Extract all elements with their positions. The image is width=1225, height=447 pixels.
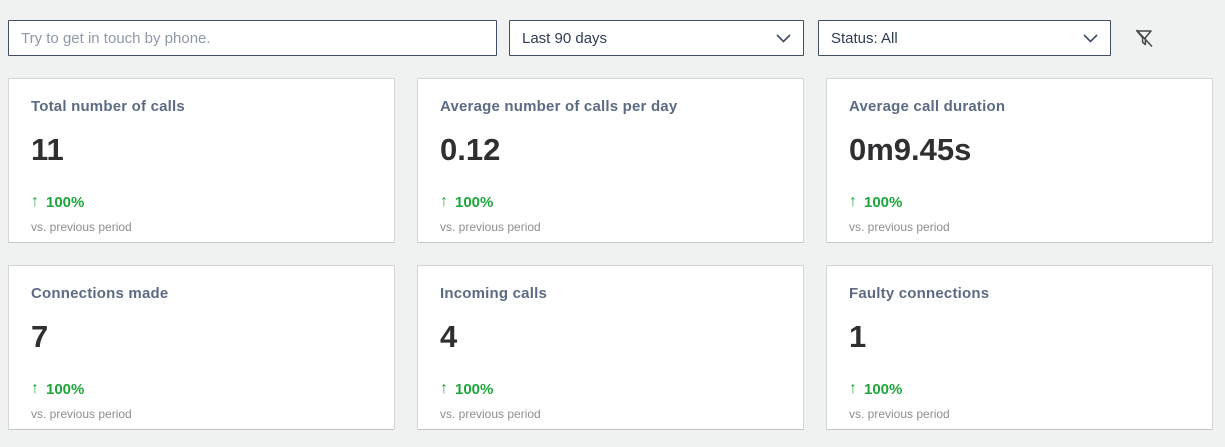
- search-input[interactable]: [8, 20, 497, 56]
- comparison-label: vs. previous period: [849, 407, 950, 421]
- trend-percent: 100%: [455, 193, 494, 211]
- stat-card-connections-made: Connections made 7 ↑ 100% vs. previous p…: [8, 265, 395, 430]
- trend-indicator: ↑ 100%: [849, 380, 1190, 398]
- comparison-label: vs. previous period: [31, 220, 132, 234]
- stat-card-avg-call-duration: Average call duration 0m9.45s ↑ 100% vs.…: [826, 78, 1213, 243]
- arrow-up-icon: ↑: [31, 193, 39, 210]
- card-value: 0m9.45s: [849, 132, 972, 167]
- trend-indicator: ↑ 100%: [849, 193, 1190, 211]
- comparison-label: vs. previous period: [31, 407, 132, 421]
- stat-card-faulty-connections: Faulty connections 1 ↑ 100% vs. previous…: [826, 265, 1213, 430]
- trend-indicator: ↑ 100%: [31, 193, 372, 211]
- chevron-down-icon: [1083, 33, 1098, 43]
- clear-filters-button[interactable]: [1128, 22, 1160, 54]
- card-title: Average number of calls per day: [440, 98, 678, 115]
- arrow-up-icon: ↑: [31, 380, 39, 397]
- card-value: 1: [849, 319, 867, 354]
- arrow-up-icon: ↑: [440, 193, 448, 210]
- comparison-label: vs. previous period: [440, 407, 541, 421]
- trend-percent: 100%: [46, 193, 85, 211]
- card-title: Faulty connections: [849, 285, 990, 302]
- card-value: 0.12: [440, 132, 501, 167]
- card-value: 7: [31, 319, 49, 354]
- stats-card-grid: Total number of calls 11 ↑ 100% vs. prev…: [8, 78, 1213, 430]
- filter-toolbar: Last 90 days Status: All: [0, 0, 1225, 56]
- arrow-up-icon: ↑: [849, 193, 857, 210]
- status-select[interactable]: Status: All: [818, 20, 1111, 56]
- comparison-label: vs. previous period: [440, 220, 541, 234]
- stat-card-incoming-calls: Incoming calls 4 ↑ 100% vs. previous per…: [417, 265, 804, 430]
- trend-indicator: ↑ 100%: [440, 380, 781, 398]
- date-range-value: Last 90 days: [522, 29, 608, 47]
- trend-percent: 100%: [864, 193, 903, 211]
- status-value: Status: All: [831, 29, 898, 47]
- date-range-select[interactable]: Last 90 days: [509, 20, 804, 56]
- card-title: Average call duration: [849, 98, 1006, 115]
- card-title: Total number of calls: [31, 98, 185, 115]
- trend-percent: 100%: [864, 380, 903, 398]
- stat-card-total-calls: Total number of calls 11 ↑ 100% vs. prev…: [8, 78, 395, 243]
- card-value: 11: [31, 132, 64, 167]
- card-title: Incoming calls: [440, 285, 547, 302]
- card-value: 4: [440, 319, 458, 354]
- trend-percent: 100%: [46, 380, 85, 398]
- card-title: Connections made: [31, 285, 169, 302]
- arrow-up-icon: ↑: [440, 380, 448, 397]
- arrow-up-icon: ↑: [849, 380, 857, 397]
- trend-indicator: ↑ 100%: [440, 193, 781, 211]
- chevron-down-icon: [776, 33, 791, 43]
- trend-percent: 100%: [455, 380, 494, 398]
- stat-card-avg-calls-per-day: Average number of calls per day 0.12 ↑ 1…: [417, 78, 804, 243]
- comparison-label: vs. previous period: [849, 220, 950, 234]
- trend-indicator: ↑ 100%: [31, 380, 372, 398]
- filter-off-icon: [1135, 29, 1153, 48]
